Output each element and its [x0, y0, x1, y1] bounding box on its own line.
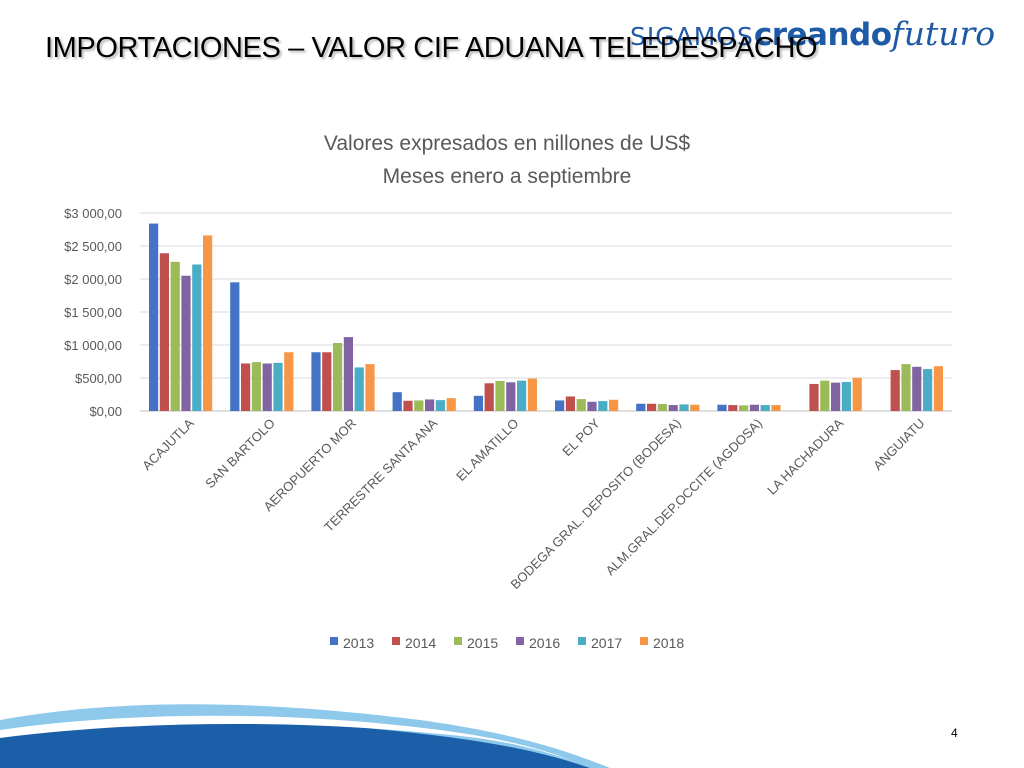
bar-2015 [820, 380, 830, 411]
bar-2013 [717, 404, 727, 411]
bar-2015 [251, 362, 261, 411]
bar-2014 [159, 253, 169, 411]
bar-2015 [739, 405, 749, 411]
bar-2014 [728, 405, 738, 411]
bar-2013 [311, 352, 321, 411]
bar-2014 [484, 383, 494, 411]
bar-2015 [576, 399, 586, 411]
bar-2016 [262, 363, 272, 411]
x-category-label: EL AMATILLO [453, 416, 521, 484]
y-tick-label: $2 500,00 [64, 239, 122, 254]
bar-chart: Valores expresados en nillones de US$ Mes… [64, 132, 952, 651]
bar-2015 [333, 343, 343, 411]
bar-2017 [273, 362, 283, 411]
bar-2014 [322, 352, 332, 411]
legend-swatch-2016 [516, 637, 524, 645]
chart-title-line-2: Meses enero a septiembre [383, 165, 632, 188]
bar-2016 [668, 405, 678, 411]
bar-2018 [527, 378, 537, 411]
slide-title: IMPORTACIONES – VALOR CIF ADUANA TELEDES… [45, 32, 818, 64]
y-tick-label: $3 000,00 [64, 206, 122, 221]
bar-2014 [565, 396, 575, 411]
bar-2016 [343, 337, 353, 411]
logo-part-sigamos: SIGAMOS [630, 22, 754, 51]
bar-2016 [749, 404, 759, 411]
y-tick-label: $1 000,00 [64, 338, 122, 353]
bar-2018 [284, 352, 294, 411]
bar-2013 [392, 392, 402, 411]
logo-part-creando: creando [753, 17, 892, 53]
bar-2013 [230, 282, 240, 411]
legend-swatch-2018 [640, 637, 648, 645]
legend-swatch-2015 [454, 637, 462, 645]
legend-label-2018: 2018 [653, 635, 684, 651]
bar-2015 [495, 380, 505, 411]
x-category-label: EL POY [559, 415, 603, 459]
bar-2013 [473, 395, 483, 411]
bar-2018 [609, 399, 619, 411]
bar-2015 [657, 404, 667, 411]
legend-swatch-2017 [578, 637, 586, 645]
bar-2017 [760, 405, 770, 411]
logo-part-futuro: futuro [891, 14, 996, 53]
bar-2015 [414, 400, 424, 411]
bar-2017 [435, 400, 445, 411]
bar-2016 [181, 275, 191, 411]
bar-2018 [203, 235, 213, 411]
bar-2013 [149, 223, 159, 411]
bar-2017 [841, 381, 851, 411]
legend-label-2014: 2014 [405, 635, 436, 651]
bar-2017 [354, 367, 364, 411]
bar-2018 [690, 404, 700, 411]
bar-2018 [771, 405, 781, 411]
bar-2016 [831, 382, 841, 411]
bar-2016 [506, 382, 516, 411]
bar-2015 [170, 261, 180, 411]
bar-2017 [598, 401, 608, 411]
bar-2014 [647, 403, 657, 411]
legend-swatch-2013 [330, 637, 338, 645]
bar-2018 [933, 366, 943, 411]
y-tick-label: $500,00 [75, 371, 122, 386]
brand-logo: SIGAMOScreandofuturo [630, 8, 1015, 63]
x-category-label: ALM.GRAL.DEP.OCCITE (AGDOSA) [602, 416, 765, 579]
legend-label-2017: 2017 [591, 635, 622, 651]
footer-wave-decoration [0, 704, 610, 768]
y-tick-label: $2 000,00 [64, 272, 122, 287]
bar-2014 [241, 363, 251, 411]
bar-2013 [636, 403, 646, 411]
x-category-label: ANGUIATU [870, 416, 927, 473]
x-category-label: AEROPUERTO MOR [260, 416, 359, 515]
bar-2016 [587, 401, 597, 411]
page-number: 4 [951, 726, 958, 740]
bar-2015 [901, 364, 911, 411]
y-tick-label: $1 500,00 [64, 305, 122, 320]
bar-2017 [923, 369, 933, 411]
brand-logo-text: SIGAMOScreandofuturo [630, 14, 995, 53]
y-tick-label: $0,00 [89, 404, 122, 419]
bar-2017 [517, 380, 527, 411]
legend-swatch-2014 [392, 637, 400, 645]
x-category-label: ACAJUTLA [139, 415, 197, 473]
bar-2016 [425, 399, 435, 411]
bar-2016 [912, 366, 922, 411]
bar-2013 [555, 400, 565, 411]
bar-2018 [446, 398, 456, 411]
bar-2018 [365, 364, 375, 411]
bar-2017 [192, 264, 202, 411]
footer-wave-dark [0, 721, 590, 768]
legend-label-2015: 2015 [467, 635, 498, 651]
x-category-label: SAN BARTOLO [202, 416, 278, 492]
legend-label-2013: 2013 [343, 635, 374, 651]
chart-title-line-1: Valores expresados en nillones de US$ [324, 132, 690, 155]
bar-2014 [890, 370, 900, 411]
legend-label-2016: 2016 [529, 635, 560, 651]
bar-2017 [679, 404, 689, 411]
bar-2018 [852, 377, 862, 411]
bar-2014 [403, 400, 413, 411]
bar-2014 [809, 383, 819, 411]
x-category-label: LA HACHADURA [764, 415, 846, 497]
x-category-label: BODEGA GRAL. DEPOSITO (BODESA) [507, 416, 683, 592]
